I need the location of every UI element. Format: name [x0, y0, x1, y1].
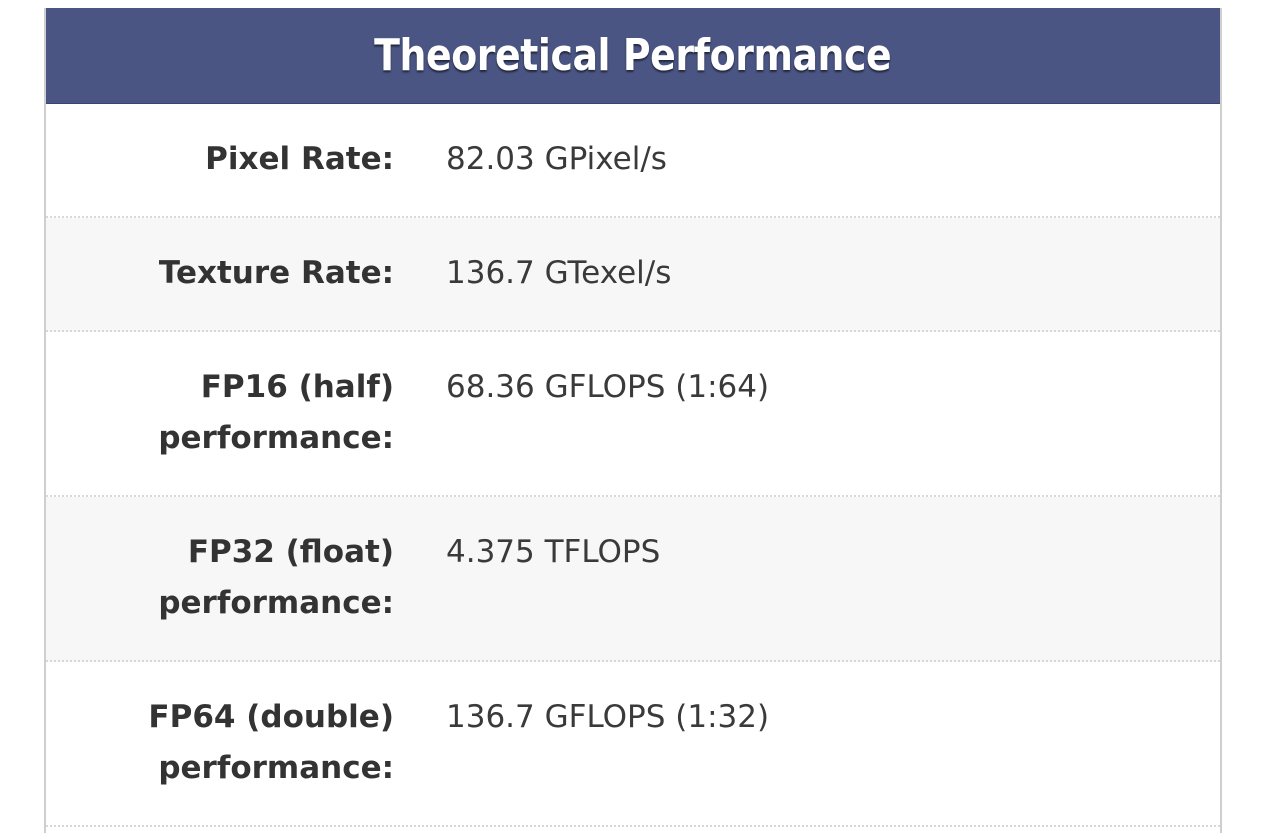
spec-value: 82.03 GPixel/s	[446, 141, 667, 177]
spec-value: 136.7 GTexel/s	[446, 255, 672, 291]
panel-title: Theoretical Performance	[374, 30, 892, 81]
spec-value: 136.7 GFLOPS (1:32)	[446, 699, 770, 735]
spec-row-fp32-performance: FP32 (float) performance: 4.375 TFLOPS	[46, 497, 1220, 662]
spec-label: FP32 (float) performance:	[158, 534, 394, 621]
theoretical-performance-panel: Theoretical Performance Pixel Rate: 82.0…	[44, 8, 1222, 833]
spec-label: FP64 (double) performance:	[148, 699, 394, 786]
spec-value: 4.375 TFLOPS	[446, 534, 661, 570]
spec-row-fp16-performance: FP16 (half) performance: 68.36 GFLOPS (1…	[46, 332, 1220, 497]
panel-header: Theoretical Performance	[46, 8, 1220, 104]
spec-row-texture-rate: Texture Rate: 136.7 GTexel/s	[46, 218, 1220, 332]
spec-label: Pixel Rate:	[205, 141, 394, 177]
spec-row-fp64-performance: FP64 (double) performance: 136.7 GFLOPS …	[46, 662, 1220, 827]
spec-label: FP16 (half) performance:	[158, 369, 394, 456]
spec-value: 68.36 GFLOPS (1:64)	[446, 369, 770, 405]
spec-label: Texture Rate:	[158, 255, 394, 291]
spec-row-pixel-rate: Pixel Rate: 82.03 GPixel/s	[46, 104, 1220, 218]
